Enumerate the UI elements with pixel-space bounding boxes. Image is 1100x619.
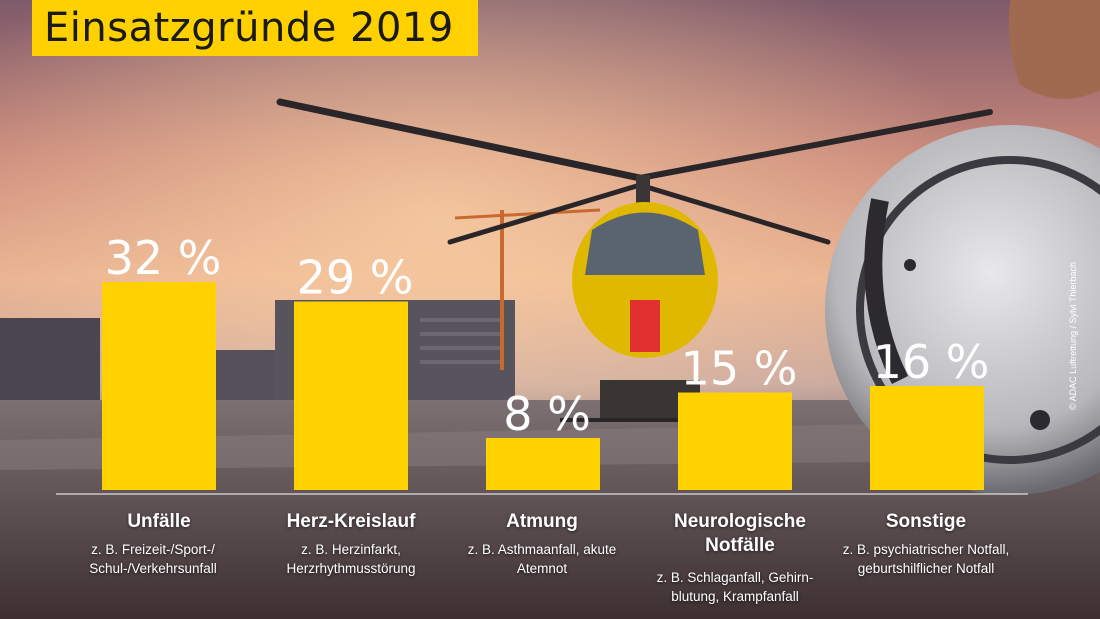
page-title: Einsatzgründe 2019	[44, 5, 454, 51]
bar-4	[678, 392, 792, 490]
bar-1	[102, 282, 216, 490]
value-label-4: 15 %	[681, 342, 798, 396]
value-label-5: 16 %	[873, 335, 990, 389]
category-desc-unfaelle: z. B. Freizeit-/Sport-/ Schul-/Verkehrsu…	[89, 542, 217, 576]
value-label-2: 29 %	[297, 251, 414, 305]
bar-2	[294, 301, 408, 490]
title-banner: Einsatzgründe 2019	[32, 0, 478, 56]
category-desc-sonstige: z. B. psychiatrischer Notfall, geburtshi…	[842, 542, 1010, 576]
photo-credit: © ADAC Luftrettung / Sylvi Thierbach	[1068, 261, 1078, 410]
value-label-1: 32 %	[105, 231, 222, 285]
category-desc-atmung: z. B. Asthmaanfall, akute Atemnot	[467, 542, 617, 576]
category-label-neurologische-notfaelle: Neurologische Notfälle	[674, 511, 806, 556]
category-label-herz-kreislauf: Herz-Kreislauf	[286, 511, 416, 532]
category-desc-herz-kreislauf: z. B. Herzinfarkt, Herzrhythmusstörung	[286, 542, 416, 576]
category-label-unfaelle: Unfälle	[127, 511, 191, 532]
category-label-atmung: Atmung	[506, 511, 578, 532]
bar-5	[870, 386, 984, 490]
bar-3	[486, 438, 600, 490]
category-desc-neurologische-notfaelle: z. B. Schlaganfall, Gehirn- blutung, Kra…	[656, 570, 814, 604]
value-label-3: 8 %	[503, 387, 591, 441]
category-label-sonstige: Sonstige	[885, 511, 967, 532]
